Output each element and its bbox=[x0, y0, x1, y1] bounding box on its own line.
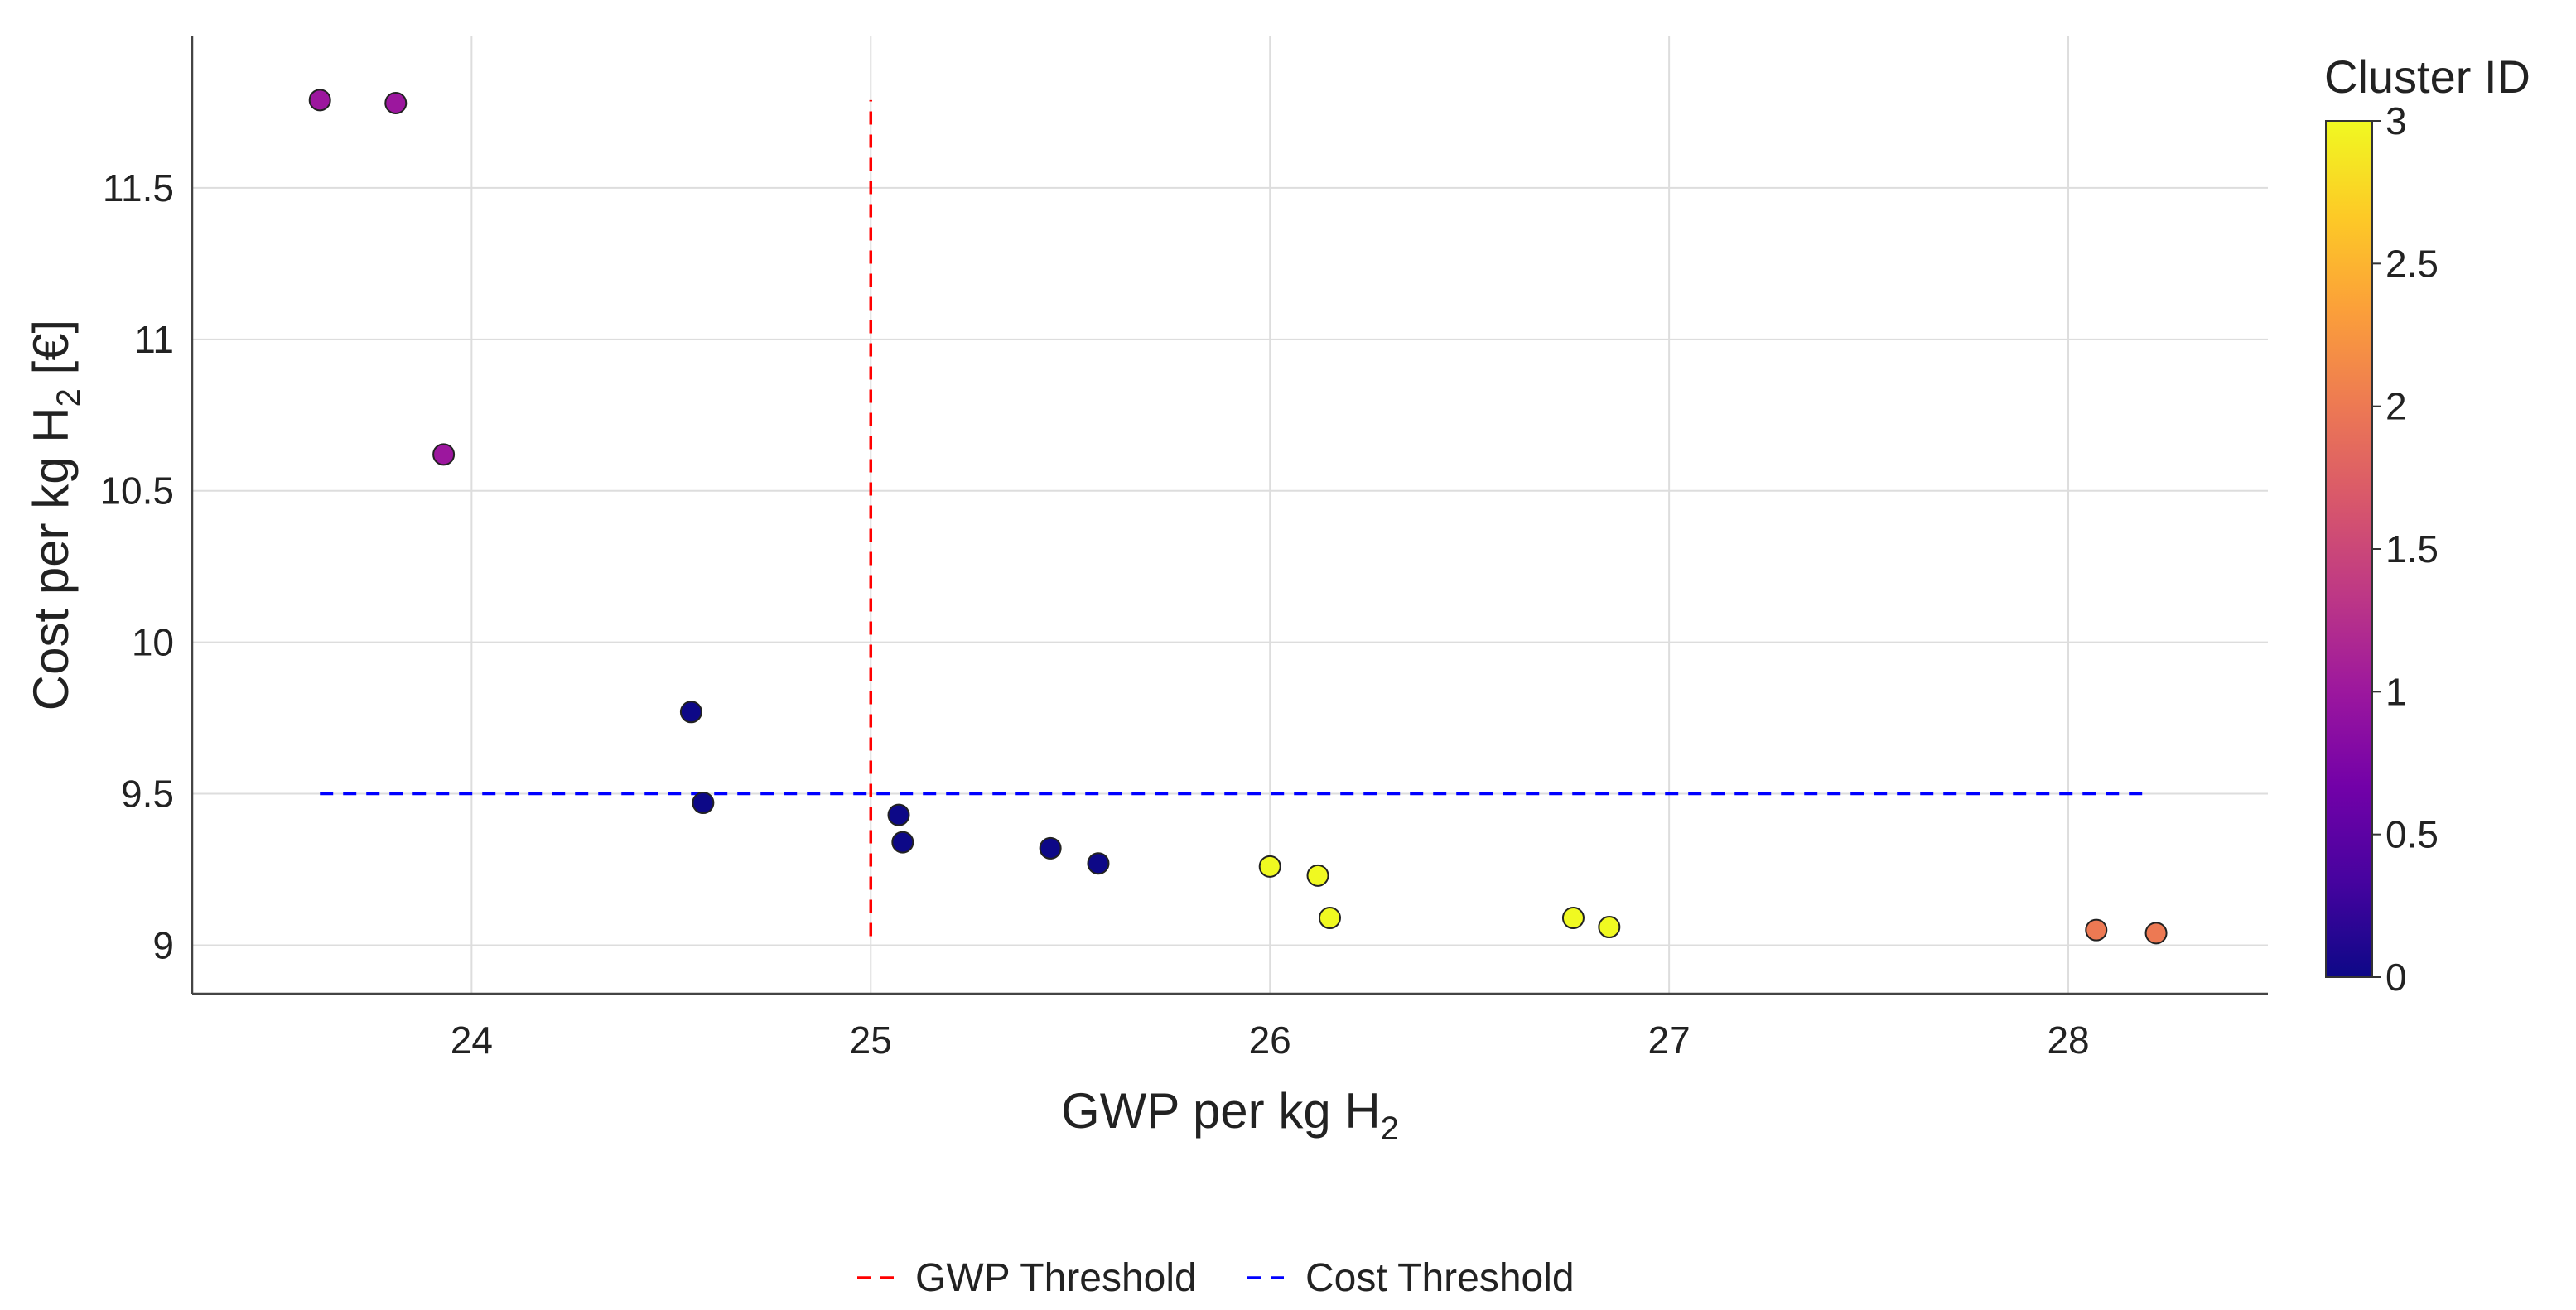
y-tick-label: 10 bbox=[132, 621, 174, 664]
threshold-lines bbox=[320, 99, 2149, 937]
data-point-cluster-0 bbox=[891, 831, 914, 854]
data-point-cluster-1 bbox=[384, 91, 408, 114]
x-axis-title: GWP per kg H2 bbox=[1061, 1083, 1399, 1147]
legend-cost-label: Cost Threshold bbox=[1305, 1256, 1575, 1300]
data-point-cluster-0 bbox=[1087, 852, 1110, 875]
y-tick-label: 9.5 bbox=[121, 773, 174, 816]
colorbar-tick-label: 2.5 bbox=[2385, 242, 2439, 285]
colorbar-tick-label: 1 bbox=[2385, 670, 2407, 713]
y-tick-label: 10.5 bbox=[99, 470, 174, 513]
x-tick-label: 25 bbox=[850, 1019, 892, 1062]
y-tick-label: 11.5 bbox=[103, 166, 174, 210]
data-point-cluster-3 bbox=[1306, 864, 1329, 887]
x-tick-label: 24 bbox=[451, 1019, 493, 1062]
data-point-cluster-1 bbox=[308, 89, 331, 112]
data-point-cluster-3 bbox=[1318, 907, 1341, 930]
axes bbox=[191, 36, 2268, 995]
grid-lines bbox=[192, 36, 2268, 994]
x-tick-label: 27 bbox=[1648, 1019, 1691, 1062]
legend: GWP Threshold Cost Threshold bbox=[857, 1256, 1575, 1300]
data-point-cluster-2 bbox=[2085, 918, 2108, 942]
y-axis-title: Cost per kg H2 [€] bbox=[23, 320, 87, 710]
data-point-cluster-3 bbox=[1561, 907, 1585, 930]
colorbar-title: Cluster ID bbox=[2324, 51, 2530, 103]
data-point-cluster-3 bbox=[1258, 855, 1281, 878]
colorbar-tick-label: 2 bbox=[2385, 385, 2407, 428]
data-point-cluster-3 bbox=[1598, 916, 1621, 939]
y-tick-label: 9 bbox=[152, 923, 174, 966]
legend-gwp-label: GWP Threshold bbox=[915, 1256, 1197, 1300]
colorbar-tick-label: 3 bbox=[2385, 99, 2407, 142]
data-points bbox=[308, 89, 2168, 945]
data-point-cluster-1 bbox=[432, 443, 456, 466]
x-tick-label: 26 bbox=[1249, 1019, 1291, 1062]
x-tick-labels: 24 25 26 27 28 bbox=[451, 1019, 2090, 1062]
y-tick-label: 11 bbox=[134, 318, 174, 361]
colorbar-tick-label: 1.5 bbox=[2385, 527, 2439, 571]
colorbar-tick-labels: 0 0.5 1 1.5 2 2.5 3 bbox=[2372, 99, 2439, 999]
colorbar: Cluster ID 0 0.5 1 1.5 2 2.5 3 bbox=[2324, 51, 2530, 999]
colorbar-tick-label: 0 bbox=[2385, 956, 2407, 999]
data-point-cluster-2 bbox=[2144, 922, 2168, 945]
data-point-cluster-0 bbox=[692, 792, 715, 815]
colorbar-gradient bbox=[2325, 120, 2373, 978]
data-point-cluster-0 bbox=[1039, 836, 1062, 860]
data-point-cluster-0 bbox=[887, 803, 910, 826]
x-tick-label: 28 bbox=[2047, 1019, 2089, 1062]
colorbar-tick-label: 0.5 bbox=[2385, 813, 2439, 856]
y-tick-labels: 9 9.5 10 10.5 11 11.5 bbox=[99, 166, 174, 967]
data-point-cluster-0 bbox=[679, 701, 702, 724]
